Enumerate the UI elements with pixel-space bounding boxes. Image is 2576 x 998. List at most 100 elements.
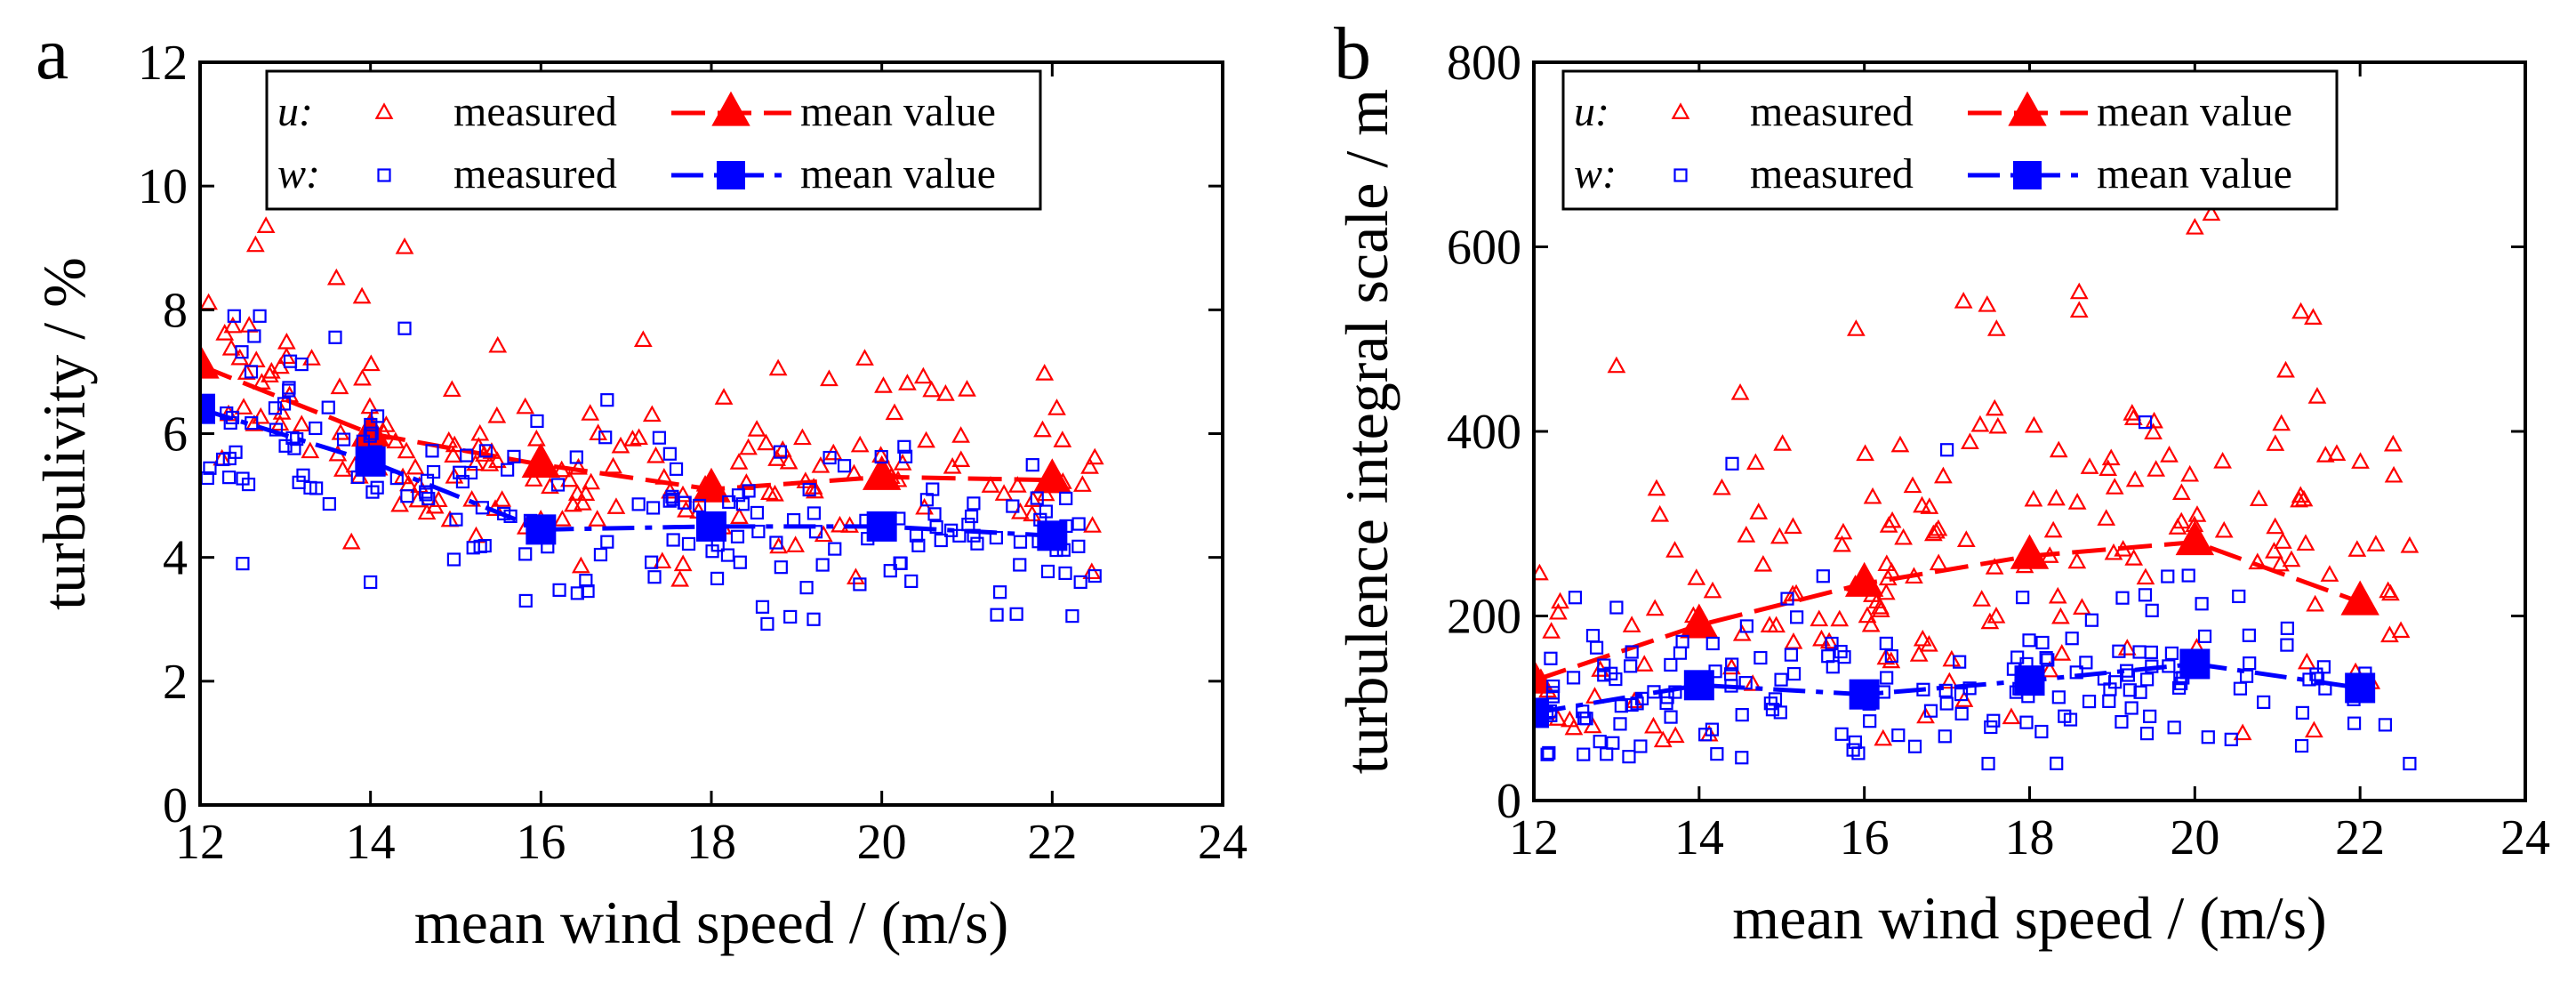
legend-measured-marker <box>1671 102 1690 119</box>
data-point <box>1780 592 1794 606</box>
data-point <box>1665 541 1684 558</box>
data-point <box>1939 696 1954 711</box>
data-point <box>460 448 474 463</box>
data-point <box>326 268 346 286</box>
data-point <box>673 554 693 572</box>
x-tick-label: 22 <box>2335 810 2385 865</box>
data-point <box>2016 591 2030 605</box>
x-tick-label: 24 <box>2500 810 2550 865</box>
data-point <box>237 363 256 380</box>
data-point <box>897 439 911 454</box>
series-u-measured <box>1534 204 2420 748</box>
data-point <box>1923 524 1943 542</box>
legend-measured-marker <box>374 102 394 119</box>
data-point <box>370 480 384 495</box>
data-point <box>292 414 311 432</box>
data-point <box>2138 415 2153 430</box>
data-point <box>2112 644 2126 658</box>
y-tick-label: 600 <box>1447 221 1521 276</box>
data-point <box>564 495 582 512</box>
data-point <box>553 510 572 527</box>
data-point <box>855 349 874 366</box>
data-point <box>1542 622 1561 639</box>
data-point <box>2080 457 2099 474</box>
data-point <box>1087 568 1102 584</box>
data-point <box>958 380 976 397</box>
data-point <box>2079 656 2093 670</box>
data-point <box>2133 685 2147 699</box>
data-point <box>309 481 324 495</box>
data-point <box>1540 747 1554 761</box>
mean-point <box>862 455 902 490</box>
data-point <box>309 421 323 436</box>
mean-point <box>2345 672 2376 704</box>
data-point <box>642 405 662 423</box>
legend-measured-label: measured <box>453 150 617 197</box>
series-u-mean-value <box>1534 520 2379 694</box>
data-point <box>2144 423 2163 439</box>
data-point <box>1622 750 1636 764</box>
data-point <box>1007 476 1027 493</box>
data-point <box>1919 634 1938 652</box>
data-point <box>287 441 301 455</box>
data-point <box>1647 479 1666 496</box>
data-point <box>470 423 490 441</box>
data-point <box>2316 660 2331 674</box>
data-point <box>1664 710 1678 724</box>
y-tick-label: 8 <box>163 283 188 338</box>
data-point <box>1847 319 1866 336</box>
x-tick-label: 18 <box>686 815 736 870</box>
data-point <box>2185 217 2204 235</box>
data-point <box>850 435 870 453</box>
data-point <box>2291 486 2310 503</box>
data-point <box>1597 658 1611 672</box>
x-tick-label: 12 <box>175 815 225 870</box>
y-tick-label: 12 <box>138 36 188 91</box>
data-point <box>802 482 816 497</box>
data-point <box>793 428 812 446</box>
data-point <box>2099 459 2118 476</box>
mean-point <box>2014 665 2045 696</box>
data-point <box>730 507 749 524</box>
data-point <box>1816 569 1830 584</box>
legend: u: measured mean value w: measured mean value <box>1561 69 2339 211</box>
data-point <box>253 309 267 323</box>
data-point <box>2069 301 2089 318</box>
data-point <box>2145 603 2159 617</box>
mean-point <box>355 446 386 477</box>
data-point <box>1834 727 1849 741</box>
mean-line <box>200 363 1053 492</box>
mean-point <box>692 467 731 503</box>
data-point <box>1613 717 1627 731</box>
data-point <box>571 556 590 574</box>
legend-mean-marker <box>711 91 750 126</box>
data-point <box>2291 302 2310 319</box>
data-point <box>2351 452 2370 469</box>
data-point <box>1033 420 1052 438</box>
data-point <box>806 481 824 499</box>
data-point <box>2379 581 2398 599</box>
data-point <box>2181 568 2195 583</box>
data-point <box>2202 204 2221 221</box>
data-point <box>970 536 984 551</box>
data-point <box>2034 724 2049 739</box>
data-point <box>2304 308 2323 325</box>
data-point <box>951 426 970 443</box>
mean-point <box>1037 520 1068 551</box>
data-point <box>2069 282 2089 300</box>
data-point <box>1765 703 1780 717</box>
data-point <box>1913 629 1932 647</box>
data-point <box>1577 711 1592 726</box>
legend-measured-label: measured <box>1750 88 1914 135</box>
data-point <box>604 456 622 474</box>
data-point <box>2002 707 2021 725</box>
data-point <box>405 457 425 475</box>
data-point <box>2233 681 2248 696</box>
data-point <box>2294 489 2314 507</box>
mean-point <box>200 393 215 424</box>
data-point <box>600 393 614 407</box>
data-point <box>681 536 696 551</box>
data-point <box>1753 650 1768 665</box>
data-point <box>251 406 270 424</box>
data-point <box>898 374 917 390</box>
